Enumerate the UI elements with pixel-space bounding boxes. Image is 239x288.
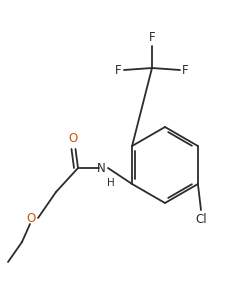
Text: F: F (115, 63, 122, 77)
Text: O: O (68, 132, 78, 145)
Text: N: N (97, 162, 106, 175)
Text: Cl: Cl (195, 213, 207, 226)
Text: H: H (107, 178, 115, 188)
Text: O: O (27, 211, 36, 225)
Text: F: F (182, 63, 189, 77)
Text: F: F (149, 31, 155, 44)
